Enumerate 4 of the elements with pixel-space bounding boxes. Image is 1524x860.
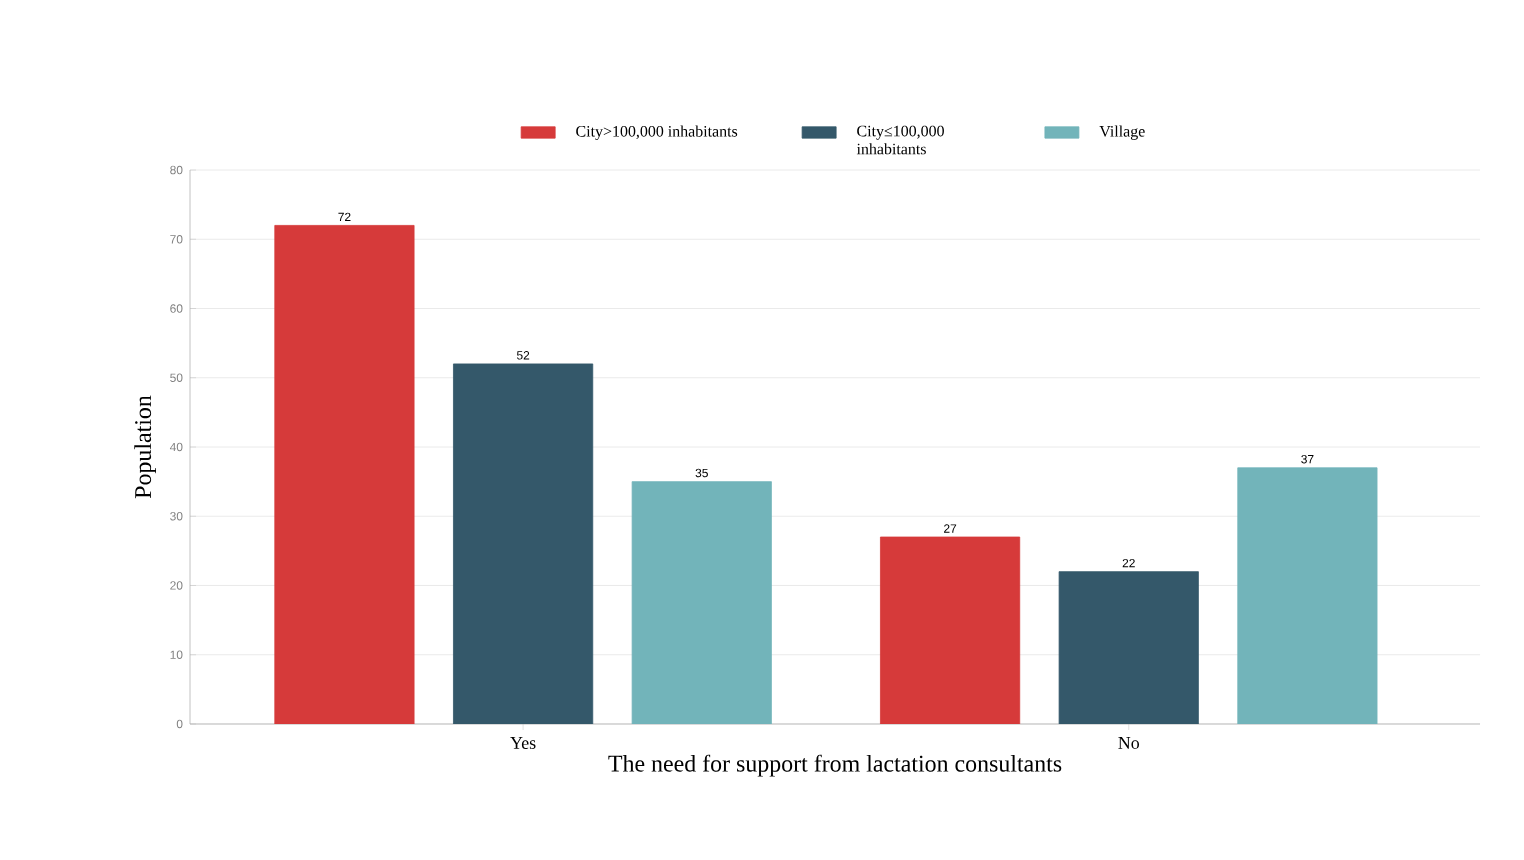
x-tick-label: No	[1118, 737, 1140, 749]
x-tick-label: Yes	[510, 737, 536, 749]
y-axis-title: Population	[134, 395, 156, 499]
x-axis-title: The need for support from lactation consultants	[608, 754, 1062, 777]
